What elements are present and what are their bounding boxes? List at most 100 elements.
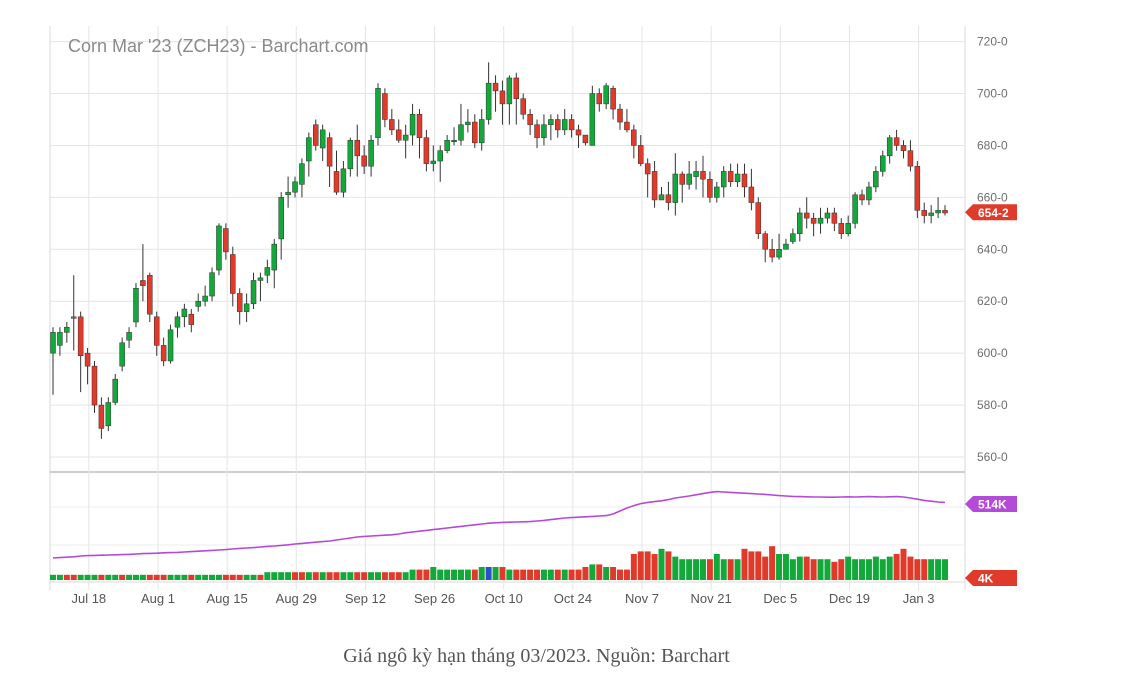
candle xyxy=(368,135,374,177)
x-tick-label: Dec 5 xyxy=(763,591,797,606)
volume-bar xyxy=(720,559,727,580)
volume-bar xyxy=(734,559,741,580)
volume-bar xyxy=(879,559,886,580)
volume-bar xyxy=(326,572,333,580)
x-axis-ticks: Jul 18 Aug 1 Aug 15 Aug 29 Sep 12 Sep 26 Oct 1… xyxy=(71,591,934,606)
volume-bar xyxy=(665,551,672,580)
candle xyxy=(810,212,817,237)
candle-body xyxy=(741,173,748,188)
candle xyxy=(216,223,222,276)
volume-bar xyxy=(499,567,506,580)
volume-bar xyxy=(63,574,70,580)
candle-body xyxy=(873,171,879,188)
candle-body xyxy=(866,186,872,201)
candle-body xyxy=(520,98,526,115)
candle xyxy=(126,327,132,348)
x-tick-label: Dec 19 xyxy=(829,591,870,606)
candle xyxy=(437,145,443,182)
candle-body xyxy=(596,93,603,105)
candle-body xyxy=(140,280,146,286)
candle xyxy=(700,155,706,198)
open-interest-line xyxy=(52,490,946,559)
candle-body xyxy=(907,150,914,167)
candle-body xyxy=(914,165,921,211)
volume-bar xyxy=(568,569,575,580)
candle xyxy=(430,145,437,172)
candle xyxy=(70,275,77,351)
candle xyxy=(520,93,526,120)
candle-body xyxy=(395,129,402,141)
candle xyxy=(928,205,934,224)
candle xyxy=(202,285,208,307)
candle xyxy=(824,207,831,224)
candle xyxy=(727,163,734,187)
candle xyxy=(395,119,402,143)
candle-body xyxy=(119,342,125,367)
x-tick-label: Nov 21 xyxy=(691,591,732,606)
candle xyxy=(893,129,900,151)
candle xyxy=(665,181,672,211)
candle xyxy=(900,140,907,159)
candle-body xyxy=(886,137,893,157)
candle xyxy=(880,150,886,177)
volume-bar xyxy=(50,574,56,580)
volume-bar xyxy=(789,559,796,580)
candle xyxy=(942,205,948,216)
candle-body xyxy=(250,280,257,305)
candle xyxy=(478,109,485,151)
candle-body xyxy=(485,82,492,120)
candle-body xyxy=(582,134,589,144)
candle xyxy=(859,189,865,206)
candle-body xyxy=(209,272,215,297)
volume-bar xyxy=(160,574,167,580)
candle xyxy=(506,75,513,125)
volume-bar xyxy=(865,559,872,580)
volume-bar xyxy=(305,572,312,580)
y-tick-label: 560-0 xyxy=(977,450,1008,464)
candle-body xyxy=(679,173,685,185)
candle xyxy=(160,337,167,367)
candle-body xyxy=(375,88,381,138)
candle xyxy=(921,202,928,224)
candle xyxy=(527,109,533,136)
volume-bar xyxy=(623,569,630,580)
candle xyxy=(57,327,63,356)
candle xyxy=(589,85,596,146)
candle-body xyxy=(306,137,312,162)
candle-body xyxy=(340,168,347,193)
candle xyxy=(485,62,492,125)
candle-body xyxy=(838,223,845,234)
candle xyxy=(458,103,464,146)
candle-body xyxy=(223,228,229,253)
candle-body xyxy=(368,139,374,167)
volume-bar xyxy=(354,572,361,580)
volume-bar xyxy=(271,572,278,580)
volume-bar xyxy=(278,572,285,580)
volume-bar xyxy=(478,567,485,580)
volume-bar xyxy=(520,569,527,580)
candle xyxy=(382,88,388,128)
candle-body xyxy=(257,277,264,281)
volume-bar xyxy=(713,554,720,580)
volume-bar xyxy=(485,567,492,580)
candle xyxy=(610,85,616,120)
candle xyxy=(797,207,803,242)
candle xyxy=(631,124,637,159)
volume-bar xyxy=(347,572,354,580)
volume-bar xyxy=(181,574,188,580)
volume-bar xyxy=(513,569,520,580)
candle-body xyxy=(672,173,679,203)
y-tick-label: 580-0 xyxy=(977,398,1008,412)
candle xyxy=(278,192,284,260)
candle xyxy=(686,161,692,190)
volume-bar xyxy=(755,551,762,580)
volume-bar xyxy=(416,569,423,580)
candle xyxy=(326,132,333,187)
volume-bar xyxy=(630,554,637,580)
candle xyxy=(195,293,201,312)
volume-bar xyxy=(167,574,174,580)
candle xyxy=(319,124,326,162)
volume-bar xyxy=(77,574,84,580)
x-tick-label: Aug 29 xyxy=(276,591,317,606)
volume-bar xyxy=(70,574,77,580)
